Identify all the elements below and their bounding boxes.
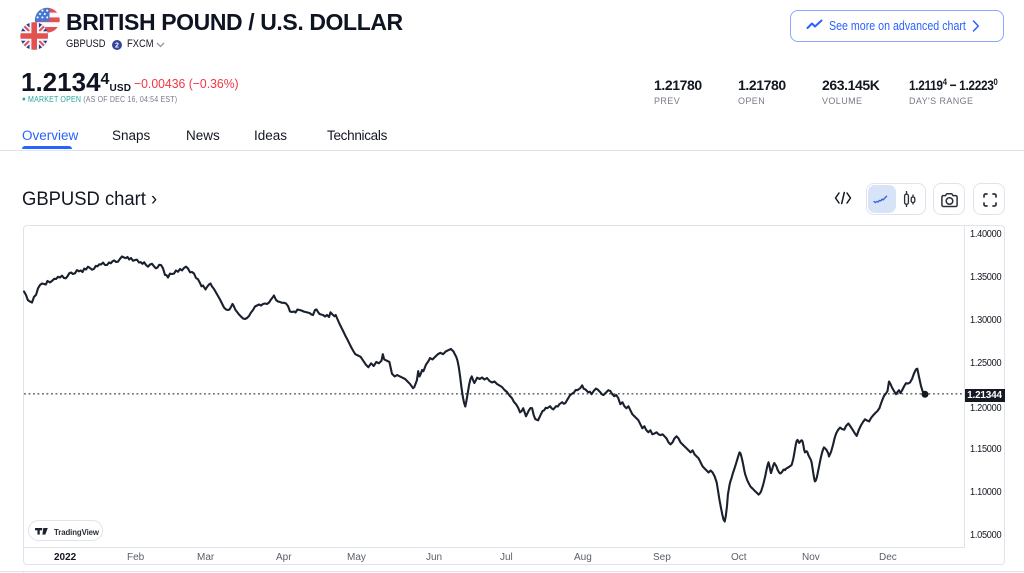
svg-text:2: 2	[115, 42, 119, 49]
